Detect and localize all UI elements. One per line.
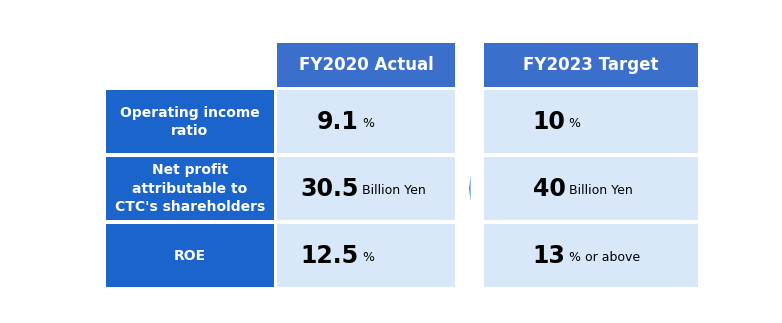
Text: 9.1: 9.1 bbox=[317, 110, 359, 134]
FancyBboxPatch shape bbox=[484, 90, 698, 153]
Text: %: % bbox=[362, 251, 374, 264]
FancyBboxPatch shape bbox=[106, 90, 274, 153]
FancyBboxPatch shape bbox=[106, 157, 274, 220]
Text: 30.5: 30.5 bbox=[300, 177, 359, 201]
Text: FY2023 Target: FY2023 Target bbox=[523, 56, 658, 74]
Text: Net profit
attributable to
CTC's shareholders: Net profit attributable to CTC's shareho… bbox=[115, 163, 265, 214]
Text: Operating income
ratio: Operating income ratio bbox=[120, 106, 260, 138]
Text: ROE: ROE bbox=[174, 248, 206, 263]
FancyBboxPatch shape bbox=[277, 157, 455, 220]
FancyBboxPatch shape bbox=[484, 43, 698, 87]
FancyBboxPatch shape bbox=[484, 224, 698, 287]
Text: %: % bbox=[362, 117, 374, 130]
FancyBboxPatch shape bbox=[277, 43, 455, 87]
Polygon shape bbox=[469, 176, 471, 201]
FancyBboxPatch shape bbox=[277, 224, 455, 287]
Text: 40: 40 bbox=[533, 177, 565, 201]
Text: Billion Yen: Billion Yen bbox=[362, 184, 425, 197]
Text: Billion Yen: Billion Yen bbox=[569, 184, 633, 197]
FancyBboxPatch shape bbox=[484, 157, 698, 220]
Text: 12.5: 12.5 bbox=[300, 244, 359, 267]
Text: %: % bbox=[569, 117, 580, 130]
FancyBboxPatch shape bbox=[106, 224, 274, 287]
Text: 10: 10 bbox=[533, 110, 565, 134]
Text: 13: 13 bbox=[533, 244, 565, 267]
Text: FY2020 Actual: FY2020 Actual bbox=[299, 56, 433, 74]
FancyBboxPatch shape bbox=[277, 90, 455, 153]
Text: % or above: % or above bbox=[569, 251, 640, 264]
